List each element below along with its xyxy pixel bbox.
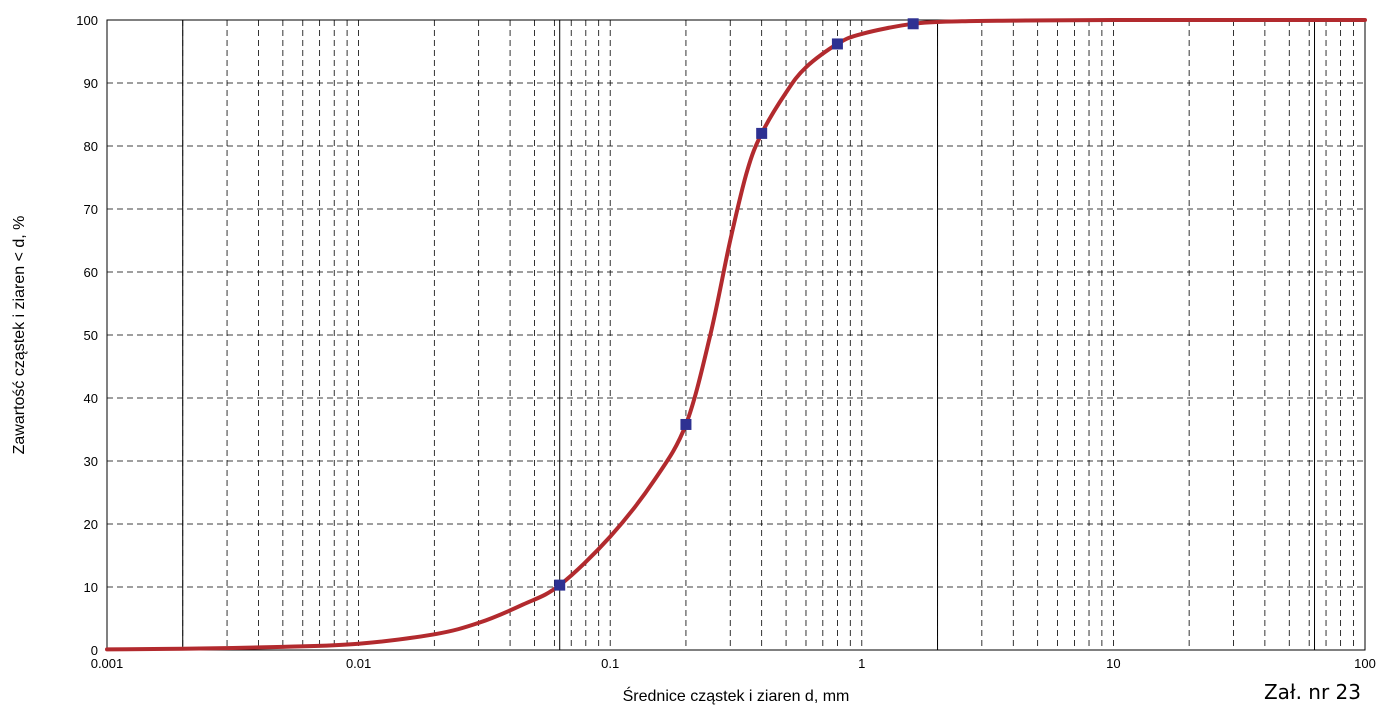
- x-tick-label: 1: [858, 656, 865, 671]
- x-tick-label: 10: [1106, 656, 1120, 671]
- attachment-number: Zał. nr 23: [1263, 680, 1361, 704]
- y-tick-label: 30: [84, 454, 98, 469]
- y-tick-label: 60: [84, 265, 98, 280]
- x-tick-label: 0.01: [346, 656, 371, 671]
- x-tick-label: 0.001: [91, 656, 124, 671]
- data-point: [831, 38, 843, 50]
- x-tick-label: 100: [1354, 656, 1376, 671]
- y-tick-label: 50: [84, 328, 98, 343]
- data-point: [680, 418, 692, 430]
- grid: [107, 20, 1365, 650]
- plot-frame: [106, 19, 1366, 651]
- y-tick-label: 80: [84, 139, 98, 154]
- data-point: [756, 127, 768, 139]
- sieve-points: [554, 18, 919, 591]
- x-axis-title: Średnice cząstek i ziaren d, mm: [623, 686, 850, 705]
- data-point: [907, 18, 919, 30]
- y-tick-label: 10: [84, 580, 98, 595]
- y-tick-label: 0: [91, 643, 98, 658]
- x-tick-labels: 0.001 0.01 0.1 1 10 100: [91, 656, 1376, 671]
- y-tick-labels: 0 10 20 30 40 50 60 70 80 90 100: [76, 13, 98, 658]
- y-tick-label: 70: [84, 202, 98, 217]
- y-tick-label: 20: [84, 517, 98, 532]
- x-tick-label: 0.1: [601, 656, 619, 671]
- y-tick-label: 90: [84, 76, 98, 91]
- y-axis-title: Zawartość cząstek i ziaren < d, %: [11, 216, 28, 455]
- grading-curve: [105, 17, 1367, 652]
- y-tick-label: 40: [84, 391, 98, 406]
- y-tick-label: 100: [76, 13, 98, 28]
- data-point: [554, 579, 566, 591]
